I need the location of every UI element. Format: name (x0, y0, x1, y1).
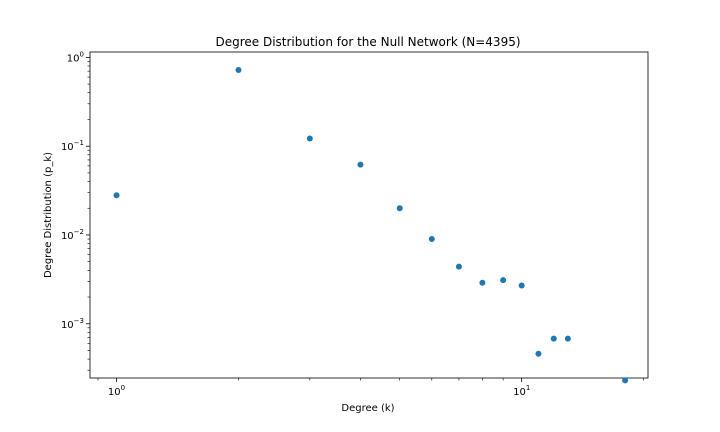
data-point (455, 263, 462, 270)
y-axis-label: Degree Distribution (p_k) (43, 152, 54, 278)
data-point (479, 279, 486, 286)
axis-ticks: 100 101 100 10−1 10−2 10−3 (61, 50, 644, 398)
data-point (396, 205, 403, 212)
x-tick-label: 100 (108, 384, 125, 398)
data-point (622, 377, 629, 384)
data-points (113, 67, 629, 384)
data-point (535, 350, 542, 357)
y-tick-label: 10−1 (61, 139, 84, 153)
y-tick-label: 10−3 (61, 317, 84, 331)
x-tick-label: 101 (513, 384, 530, 398)
data-point (564, 335, 571, 342)
data-point (306, 135, 313, 142)
data-point (428, 236, 435, 243)
data-point (235, 67, 242, 74)
x-axis-label: Degree (k) (341, 403, 394, 414)
y-tick-label: 10−2 (61, 228, 84, 242)
data-point (550, 335, 557, 342)
chart-title: Degree Distribution for the Null Network… (215, 35, 520, 49)
data-point (357, 161, 364, 168)
data-point (518, 282, 525, 289)
y-tick-label: 100 (67, 50, 84, 64)
data-point (113, 192, 120, 199)
plot-frame (89, 51, 649, 379)
data-point (500, 277, 507, 284)
